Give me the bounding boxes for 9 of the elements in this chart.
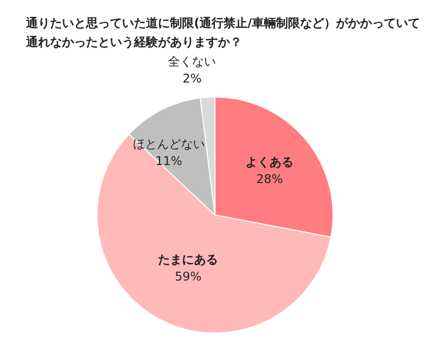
chart-title: 通りたいと思っていた道に制限(通行禁止/車輛制限など）がかかっていて通れなかったという経験がありますか？ [26, 15, 421, 51]
slice-label: よくある [246, 154, 294, 169]
data-label: 28% [256, 172, 283, 186]
slice-label: たまにある [158, 252, 218, 267]
data-label: 2% [182, 71, 202, 86]
data-label: 11% [156, 154, 182, 168]
slice-label: ほとんどない [132, 136, 205, 151]
slice-label: 全くない [168, 54, 216, 68]
data-label: 59% [174, 270, 202, 284]
